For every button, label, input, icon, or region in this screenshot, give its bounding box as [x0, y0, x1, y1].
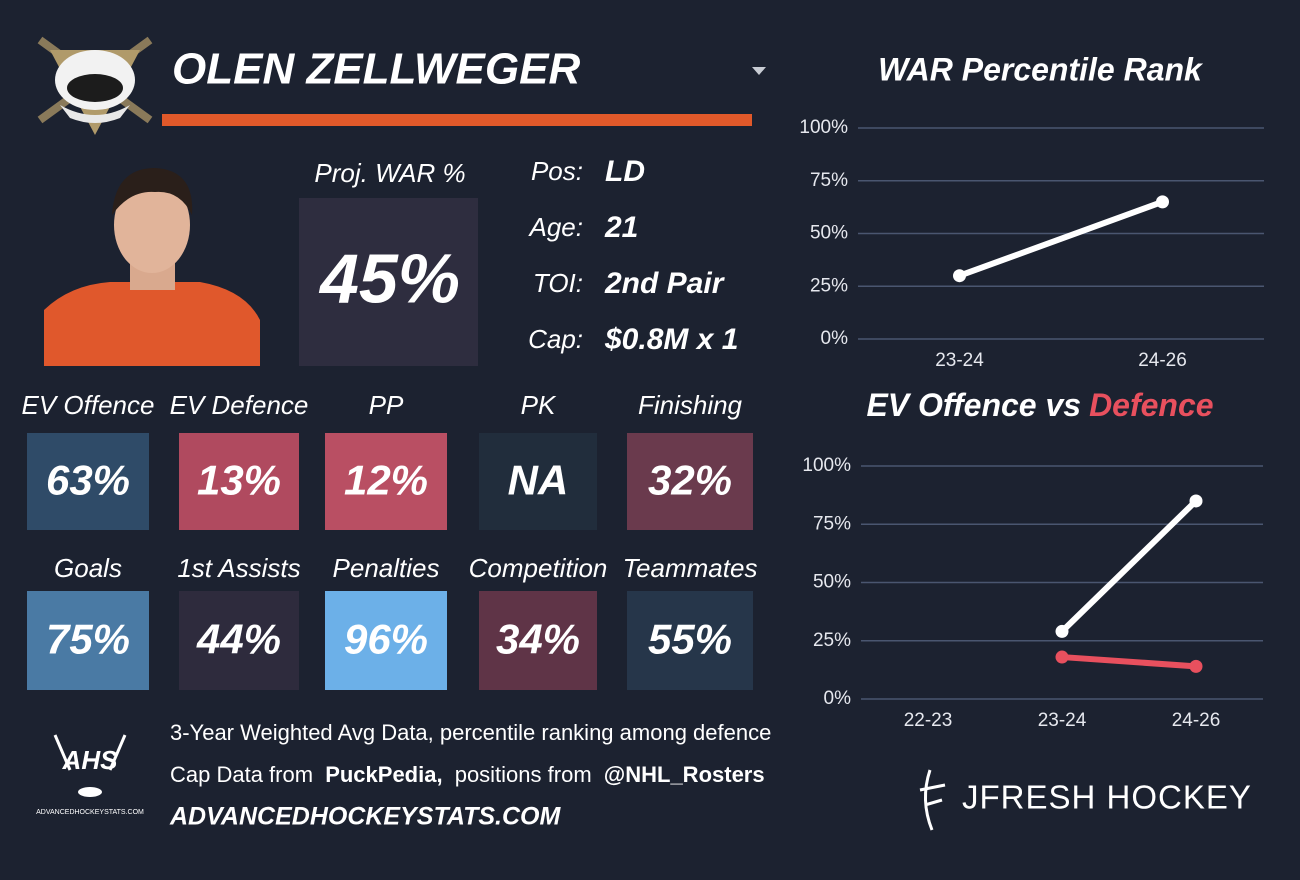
tile [479, 591, 597, 690]
line [1059, 497, 1199, 635]
tile [27, 433, 149, 530]
name-underline [162, 114, 752, 126]
tile [325, 591, 447, 690]
footer-text: Cap Data from [170, 762, 313, 787]
tile [627, 433, 753, 530]
y-tick-label: 100% [802, 455, 851, 476]
bio-value: 21 [604, 211, 638, 244]
tile-value: 44% [196, 616, 281, 663]
projection-label: Proj. WAR % [314, 158, 465, 188]
footer-link: @NHL_Rosters [604, 762, 765, 787]
point [953, 269, 966, 283]
footer-website: ADVANCEDHOCKEYSTATS.COM [169, 803, 561, 831]
team-logo [37, 36, 153, 135]
y-tick-label: 25% [813, 630, 851, 651]
x-tick-label: 23-24 [935, 350, 984, 371]
projection-box [299, 198, 478, 366]
tile [325, 433, 447, 530]
ahs-logo-text: AHS [62, 745, 119, 775]
tile-label: Teammates [623, 553, 758, 583]
x-tick-label: 24-26 [1138, 350, 1187, 371]
line [956, 198, 1166, 279]
tile [627, 591, 753, 690]
chart-title-part: EV Offence vs [866, 387, 1081, 423]
bio-value: LD [605, 155, 645, 188]
chart-title: WAR Percentile Rank [878, 51, 1204, 87]
point [1055, 650, 1069, 664]
tile-value: 63% [46, 457, 130, 504]
brand: JFRESH HOCKEY [962, 779, 1252, 816]
ahs-logo: AHS ADVANCEDHOCKEYSTATS.COM [36, 734, 144, 816]
tile-value: 96% [344, 616, 428, 663]
point [1189, 494, 1203, 508]
x-tick-label: 22-23 [904, 710, 953, 731]
bio: Pos: LD Age: 21 TOI: 2nd Pair Cap: $0.8M x 1 [528, 155, 739, 356]
y-tick-label: 50% [813, 572, 851, 593]
bio-label: TOI: [533, 268, 583, 298]
tile-label: PK [521, 390, 557, 420]
dropdown-arrow[interactable] [752, 67, 766, 75]
bio-label: Cap: [528, 324, 583, 354]
tile-value: NA [508, 457, 569, 504]
x-tick-label: 23-24 [1038, 710, 1087, 731]
tile-label: EV Offence [22, 390, 155, 420]
y-tick-label: 25% [810, 275, 848, 296]
player-name: OLEN ZELLWEGER [172, 45, 580, 94]
y-tick-label: 50% [810, 223, 848, 244]
charts: 0% 25% 50% 75% 100% 23-24 24-26 WAR Percentile … [799, 51, 1264, 731]
tile-value: 13% [197, 457, 281, 504]
tile-value: 32% [648, 457, 732, 504]
chart-title-part: Defence [1089, 387, 1214, 423]
bio-value: 2nd Pair [604, 267, 726, 300]
tile-label: Goals [54, 553, 122, 583]
footer-cap-line: Cap Data from PuckPedia, positions from … [170, 762, 765, 787]
bio-value: $0.8M x 1 [604, 323, 738, 356]
ahs-logo-caption: ADVANCEDHOCKEYSTATS.COM [36, 809, 144, 816]
tile-label: PP [369, 390, 404, 420]
bio-label: Age: [528, 212, 584, 242]
brand-logo [919, 769, 946, 831]
footer-text: positions from [455, 762, 592, 787]
tile-value: 55% [648, 616, 732, 663]
tile-label: EV Defence [170, 390, 309, 420]
x-tick-label: 24-26 [1172, 710, 1221, 731]
y-tick-label: 75% [810, 170, 848, 191]
tile-label: Finishing [638, 390, 743, 420]
y-tick-label: 100% [799, 117, 848, 138]
point [1189, 659, 1203, 673]
y-tick-label: 0% [824, 688, 852, 709]
y-tick-label: 75% [813, 513, 851, 534]
tile-value: 34% [496, 616, 580, 663]
y-tick-label: 0% [821, 328, 849, 349]
footer-note: 3-Year Weighted Avg Data, percentile ran… [170, 720, 771, 745]
tile [479, 433, 597, 530]
point [1055, 624, 1069, 638]
chart-title: EV Offence vs Defence [866, 387, 1213, 423]
player-photo [44, 165, 260, 366]
tile-label: Competition [469, 553, 608, 583]
tile-label: 1st Assists [177, 553, 300, 583]
tile [179, 433, 299, 530]
bio-label: Pos: [531, 156, 583, 186]
projection-value: 45% [318, 239, 460, 317]
tile-value: 75% [46, 616, 130, 663]
stat-tiles: EV Offence 63% EV Defence 13% PP 12% PK NA Finis… [22, 390, 758, 690]
line [1059, 654, 1199, 670]
tile [27, 591, 149, 690]
point [1156, 195, 1169, 209]
tile-value: 12% [344, 457, 428, 504]
tile [179, 591, 299, 690]
footer-link: PuckPedia, [325, 762, 442, 787]
tile-label: Penalties [333, 553, 440, 583]
